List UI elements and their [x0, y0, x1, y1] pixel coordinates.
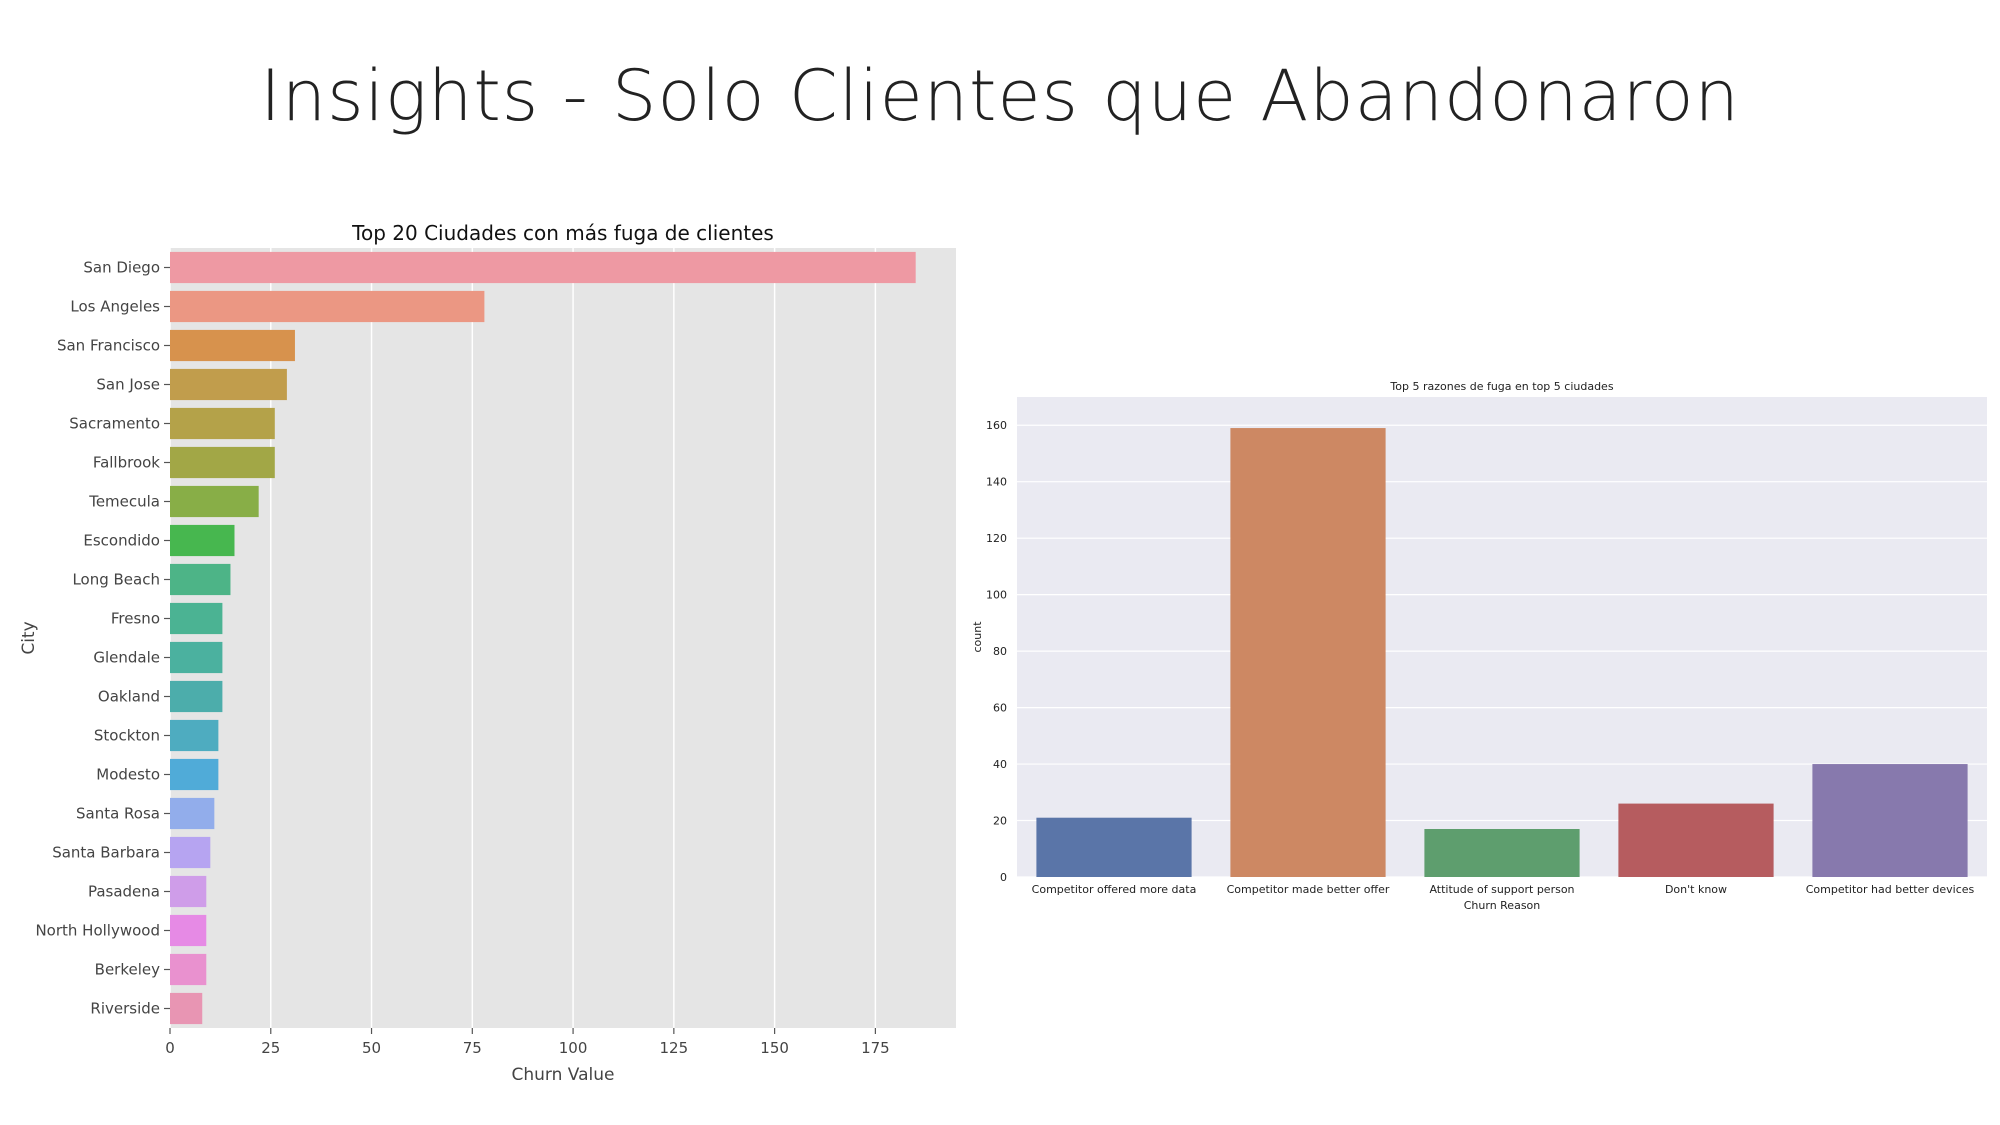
- y-tick-label: North Hollywood: [35, 922, 160, 940]
- y-tick-label: 120: [986, 532, 1007, 545]
- y-axis-label: City: [19, 621, 39, 654]
- x-tick-label: Attitude of support person: [1429, 883, 1574, 896]
- y-tick-label: 60: [993, 702, 1007, 715]
- y-tick-label: 80: [993, 645, 1007, 658]
- y-tick-label: Fallbrook: [93, 454, 160, 472]
- bar: [1424, 829, 1580, 877]
- y-tick-label: Berkeley: [95, 961, 160, 979]
- churn-reason-bar-chart: 0 20 40 60 80 100 120 140 160 Competitor offered …: [971, 380, 1987, 912]
- bar: [170, 407, 275, 440]
- y-tick-label: San Diego: [83, 259, 160, 277]
- x-tick-label: 100: [559, 1039, 588, 1057]
- y-tick-label: 20: [993, 815, 1007, 828]
- y-tick-label: Glendale: [93, 649, 160, 667]
- plot-background: [170, 248, 956, 1028]
- y-tick-label: Temecula: [88, 493, 160, 511]
- bar: [170, 290, 485, 323]
- bar: [1230, 428, 1386, 877]
- bar: [170, 875, 207, 908]
- y-tick-label: Los Angeles: [70, 298, 160, 316]
- bar: [170, 329, 295, 362]
- bar: [170, 641, 223, 674]
- y-tick-label: Oakland: [98, 688, 160, 706]
- bar: [170, 719, 219, 752]
- x-tick-label: 50: [362, 1039, 381, 1057]
- bar: [170, 680, 223, 713]
- x-tick-label: 0: [165, 1039, 175, 1057]
- bar: [170, 251, 916, 284]
- x-tick-label: 25: [261, 1039, 280, 1057]
- x-tick-label: Don't know: [1665, 883, 1727, 896]
- bar: [170, 563, 231, 596]
- y-tick-label: 160: [986, 419, 1007, 432]
- bar: [170, 758, 219, 791]
- bar: [170, 602, 223, 635]
- bar: [170, 524, 235, 557]
- y-tick-label: 40: [993, 758, 1007, 771]
- bar: [170, 953, 207, 986]
- bar: [170, 797, 215, 830]
- y-tick-label: Long Beach: [72, 571, 160, 589]
- y-tick-label: San Jose: [96, 376, 160, 394]
- y-tick-label: Pasadena: [88, 883, 160, 901]
- x-tick-label: 125: [660, 1039, 689, 1057]
- x-axis-label: Churn Value: [512, 1065, 615, 1085]
- y-tick-label: Riverside: [90, 1000, 160, 1018]
- x-tick-label: 75: [463, 1039, 482, 1057]
- bar: [170, 836, 211, 869]
- y-tick-label: Santa Barbara: [52, 844, 160, 862]
- y-tick-label: Sacramento: [69, 415, 160, 433]
- chart-title: Top 20 Ciudades con más fuga de clientes: [351, 221, 774, 245]
- chart-title: Top 5 razones de fuga en top 5 ciudades: [1389, 380, 1613, 393]
- y-axis-label: count: [971, 621, 984, 653]
- x-tick-label: Competitor offered more data: [1032, 883, 1197, 896]
- bar: [1812, 764, 1968, 877]
- x-tick-label: 175: [861, 1039, 890, 1057]
- city-churn-bar-chart: 0 25 50 75 100 125 150 175 San Diego Los Angeles S…: [19, 221, 956, 1085]
- bar: [170, 992, 203, 1025]
- x-tick-label: 150: [760, 1039, 789, 1057]
- x-tick-label: Competitor had better devices: [1806, 883, 1975, 896]
- slide-title: Insights - Solo Clientes que Abandonaron: [260, 55, 1740, 137]
- bar: [170, 914, 207, 947]
- y-tick-label: 0: [1000, 871, 1007, 884]
- y-tick-label: Modesto: [96, 766, 160, 784]
- x-axis-label: Churn Reason: [1464, 899, 1541, 912]
- y-tick-label: Escondido: [83, 532, 160, 550]
- x-tick-label: Competitor made better offer: [1227, 883, 1390, 896]
- y-tick-label: 100: [986, 589, 1007, 602]
- bar: [1618, 803, 1774, 877]
- y-tick-label: Stockton: [94, 727, 160, 745]
- y-tick-label: San Francisco: [57, 337, 160, 355]
- y-tick-label: Santa Rosa: [76, 805, 160, 823]
- bar: [170, 485, 259, 518]
- y-tick-label: 140: [986, 476, 1007, 489]
- y-tick-label: Fresno: [111, 610, 160, 628]
- bar: [170, 368, 287, 401]
- bar: [1036, 817, 1192, 877]
- bar: [170, 446, 275, 479]
